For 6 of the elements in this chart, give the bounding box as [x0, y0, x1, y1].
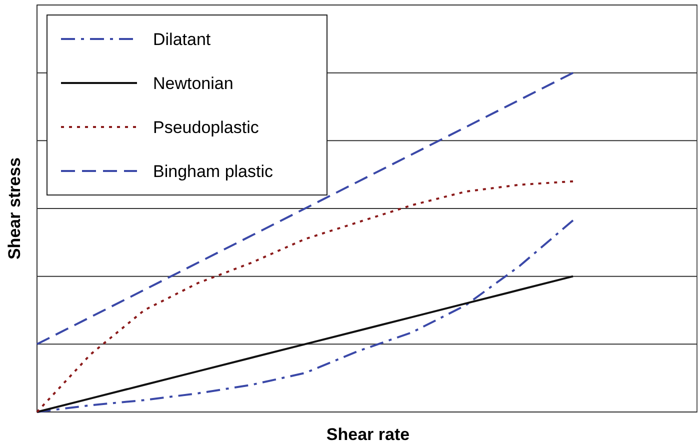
y-axis-title: Shear stress — [5, 157, 24, 260]
x-axis-title: Shear rate — [326, 425, 410, 444]
legend-label: Newtonian — [153, 74, 234, 93]
legend-label: Dilatant — [153, 30, 211, 49]
legend-label: Bingham plastic — [153, 162, 274, 181]
legend-label: Pseudoplastic — [153, 118, 260, 137]
